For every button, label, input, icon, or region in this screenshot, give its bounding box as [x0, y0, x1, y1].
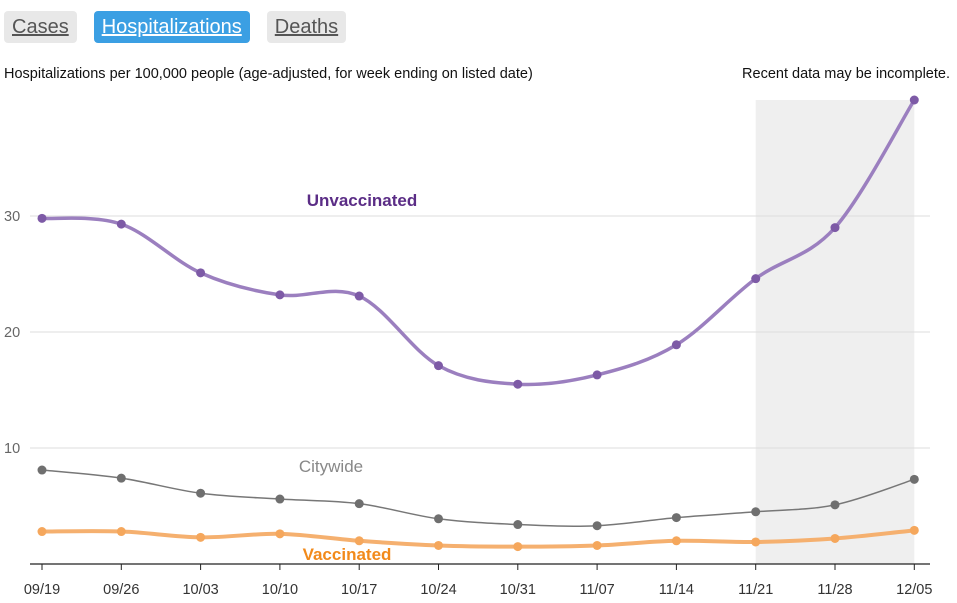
citywide-point [354, 499, 364, 509]
unvaccinated-point [275, 290, 285, 300]
unvaccinated-point [196, 268, 206, 278]
y-tick-label: 30 [4, 209, 20, 225]
unvaccinated-series-label: Unvaccinated [307, 191, 418, 210]
vaccinated-point [513, 542, 523, 552]
x-tick-label: 10/03 [182, 582, 218, 598]
vaccinated-series-label: Vaccinated [303, 545, 392, 564]
x-tick-label: 09/19 [24, 582, 60, 598]
vaccinated-point [592, 540, 602, 550]
citywide-point [830, 500, 840, 510]
x-tick-label: 10/17 [341, 582, 377, 598]
unvaccinated-point [830, 223, 840, 233]
x-tick-label: 11/07 [579, 582, 614, 598]
unvaccinated-point [513, 379, 523, 389]
tab-deaths[interactable]: Deaths [266, 11, 347, 43]
unvaccinated-point [671, 340, 681, 350]
vaccinated-point [751, 537, 761, 547]
vaccinated-point [354, 536, 364, 546]
citywide-point [751, 507, 761, 517]
y-tick-label: 10 [4, 441, 20, 457]
vaccinated-point [37, 527, 47, 537]
vaccinated-line [40, 528, 917, 549]
x-tick-label: 10/24 [420, 582, 456, 598]
unvaccinated-point [354, 291, 364, 301]
unvaccinated-point [434, 361, 443, 371]
metric-tabs: Cases Hospitalizations Deaths [4, 11, 363, 43]
vaccinated-point [116, 527, 126, 537]
citywide-point [671, 513, 681, 523]
tab-hospitalizations[interactable]: Hospitalizations [93, 11, 250, 43]
unvaccinated-point [751, 274, 761, 284]
x-tick-label: 11/28 [817, 582, 852, 598]
vaccinated-point [196, 532, 206, 542]
citywide-point [909, 474, 919, 484]
citywide-point [592, 521, 602, 531]
y-tick-label: 20 [4, 325, 20, 341]
x-tick-label: 09/26 [103, 582, 139, 598]
incomplete-data-note: Recent data may be incomplete. [742, 66, 950, 82]
citywide-point [196, 488, 206, 498]
unvaccinated-point [909, 95, 919, 105]
unvaccinated-point [37, 213, 47, 223]
vaccinated-point [830, 533, 840, 543]
vaccinated-point [909, 525, 919, 535]
citywide-series-label: Citywide [299, 457, 363, 476]
x-tick-label: 10/10 [262, 582, 298, 598]
vaccinated-point [671, 536, 681, 546]
x-tick-label: 10/31 [500, 582, 536, 598]
chart-subtitle: Hospitalizations per 100,000 people (age… [4, 66, 533, 82]
vaccinated-point [434, 540, 443, 550]
unvaccinated-point [592, 370, 602, 380]
vaccinated-point [275, 529, 285, 539]
citywide-point [116, 473, 126, 483]
citywide-point [37, 465, 47, 475]
x-tick-label: 12/05 [896, 582, 932, 598]
x-tick-label: 11/21 [738, 582, 773, 598]
citywide-point [434, 514, 443, 524]
citywide-point [275, 494, 285, 504]
citywide-point [513, 520, 523, 530]
x-tick-label: 11/14 [659, 582, 694, 598]
unvaccinated-point [116, 219, 126, 229]
tab-cases[interactable]: Cases [4, 11, 77, 43]
